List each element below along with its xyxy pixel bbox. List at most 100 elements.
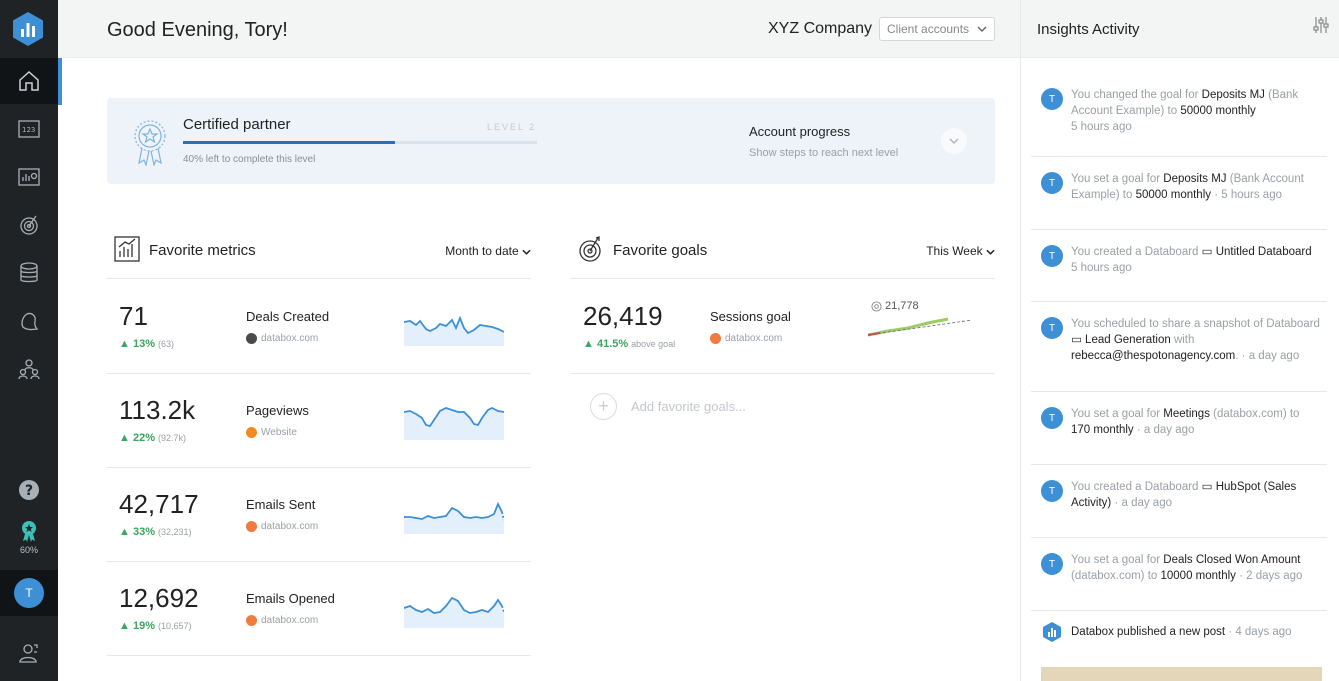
databoard-icon bbox=[18, 168, 40, 186]
sparkline bbox=[404, 315, 504, 346]
activity-text: You set a goal for Meetings (databox.com… bbox=[1071, 408, 1300, 436]
sparkline bbox=[404, 596, 504, 628]
metrics-date-filter[interactable]: Month to date bbox=[445, 244, 531, 258]
partner-progress-fill bbox=[183, 141, 396, 144]
activity-item[interactable]: T You set a goal for Deals Closed Won Amo… bbox=[1031, 538, 1327, 611]
sidebar-item-data-sources[interactable] bbox=[0, 250, 58, 296]
client-accounts-label: Client accounts bbox=[887, 22, 970, 36]
insights-header: Insights Activity bbox=[1021, 0, 1339, 58]
level-label: LEVEL 2 bbox=[487, 122, 537, 132]
plus-icon: + bbox=[590, 393, 617, 420]
activity-item[interactable]: T You created a Databoard ▭ HubSpot (Sale… bbox=[1031, 465, 1327, 538]
avatar: T bbox=[1041, 245, 1063, 267]
goal-delta: ▲ 41.5% above goal bbox=[583, 338, 676, 350]
metric-value: 42,717 bbox=[119, 489, 199, 519]
activity-item[interactable]: T You scheduled to share a snapshot of Da… bbox=[1031, 302, 1327, 392]
sidebar-item-goals[interactable] bbox=[0, 202, 58, 248]
metric-row[interactable]: 42,717 ▲ 33% (32,231) Emails Sent databox… bbox=[107, 468, 531, 562]
sidebar-item-metrics[interactable]: 123 bbox=[0, 106, 58, 152]
metric-row[interactable]: 12,692 ▲ 19% (10,657) Emails Opened datab… bbox=[107, 562, 531, 656]
svg-text:123: 123 bbox=[22, 126, 35, 134]
goal-row[interactable]: 26,419 ▲ 41.5% above goal Sessions goal d… bbox=[571, 280, 995, 374]
metric-row[interactable]: 71 ▲ 13% (63) Deals Created databox.com bbox=[107, 280, 531, 374]
databox-source-icon bbox=[246, 333, 257, 344]
post-preview-image[interactable] bbox=[1041, 667, 1322, 681]
metric-delta: ▲ 19% (10,657) bbox=[119, 620, 192, 632]
goals-date-filter[interactable]: This Week bbox=[926, 244, 995, 258]
sidebar-item-profile[interactable]: T bbox=[0, 570, 58, 616]
client-accounts-select[interactable]: Client accounts bbox=[879, 17, 995, 41]
activity-text: You created a Databoard ▭ Untitled Datab… bbox=[1071, 246, 1312, 274]
activity-text: Databox published a new post · 4 days ag… bbox=[1071, 626, 1292, 638]
activity-text: You scheduled to share a snapshot of Dat… bbox=[1071, 318, 1320, 362]
favorite-goals-header: Favorite goals This Week bbox=[571, 235, 995, 279]
databox-logo[interactable] bbox=[11, 11, 45, 47]
sidebar-item-partner-badge[interactable] bbox=[0, 508, 58, 554]
metric-value: 71 bbox=[119, 301, 148, 331]
filter-settings-icon[interactable] bbox=[1313, 16, 1329, 34]
award-badge-icon bbox=[22, 521, 36, 542]
activity-item[interactable]: Databox published a new post · 4 days ag… bbox=[1031, 611, 1327, 667]
sidebar: 123 ? 60% T bbox=[0, 0, 58, 681]
bell-icon bbox=[21, 312, 39, 331]
partner-progress-bar bbox=[183, 141, 537, 144]
avatar: T bbox=[1041, 553, 1063, 575]
metric-value: 113.2k bbox=[119, 395, 196, 425]
sidebar-item-help[interactable]: ? bbox=[0, 467, 58, 513]
ribbon-award-icon bbox=[134, 120, 166, 166]
metric-row[interactable]: 113.2k ▲ 22% (92.7k) Pageviews Website bbox=[107, 374, 531, 468]
svg-text:?: ? bbox=[25, 483, 33, 499]
metric-value: 12,692 bbox=[119, 583, 199, 613]
chevron-down-icon bbox=[522, 249, 531, 255]
activity-time: 4 days ago bbox=[1235, 626, 1292, 638]
activity-item[interactable]: T You set a goal for Meetings (databox.co… bbox=[1031, 392, 1327, 465]
switch-account-icon bbox=[19, 644, 38, 663]
account-progress-link[interactable]: Show steps to reach next level bbox=[749, 147, 899, 159]
page-title: Good Evening, Tory! bbox=[107, 19, 288, 41]
activity-time: 2 days ago bbox=[1246, 570, 1303, 582]
metrics-chart-icon bbox=[114, 236, 140, 262]
chevron-down-icon bbox=[986, 249, 995, 255]
activity-item[interactable]: T You changed the goal for Deposits MJ (B… bbox=[1031, 73, 1327, 157]
sidebar-item-users[interactable] bbox=[0, 346, 58, 392]
sidebar-item-databoards[interactable] bbox=[0, 154, 58, 200]
target-icon bbox=[579, 236, 601, 262]
activity-item[interactable]: T You created a Databoard ▭ Untitled Data… bbox=[1031, 230, 1327, 302]
sparkline bbox=[404, 501, 504, 534]
hubspot-source-icon bbox=[710, 333, 721, 344]
activity-time: 5 hours ago bbox=[1221, 189, 1282, 201]
main-content: Good Evening, Tory! XYZ Company Client a… bbox=[58, 0, 1020, 681]
account-progress-title: Account progress bbox=[749, 124, 851, 139]
badge-percent: 60% bbox=[19, 545, 38, 555]
help-icon: ? bbox=[19, 480, 39, 500]
activity-time: 5 hours ago bbox=[1071, 121, 1132, 133]
activity-text: You set a goal for Deposits MJ (Bank Acc… bbox=[1071, 173, 1304, 201]
activity-time: 5 hours ago bbox=[1071, 262, 1132, 274]
sparkline bbox=[404, 406, 504, 440]
partner-progress-card: Certified partner LEVEL 2 40% left to co… bbox=[107, 98, 995, 184]
team-icon bbox=[18, 359, 40, 380]
database-icon bbox=[20, 262, 38, 283]
sidebar-item-alerts[interactable] bbox=[0, 298, 58, 344]
activity-item[interactable]: T You set a goal for Deposits MJ (Bank Ac… bbox=[1031, 157, 1327, 230]
expand-button[interactable] bbox=[941, 128, 967, 154]
activity-text: You set a goal for Deals Closed Won Amou… bbox=[1071, 554, 1303, 582]
hubspot-source-icon bbox=[246, 521, 257, 532]
home-icon bbox=[19, 70, 39, 91]
target-icon bbox=[20, 215, 38, 235]
numbers-icon: 123 bbox=[18, 120, 40, 138]
metric-delta: ▲ 13% (63) bbox=[119, 338, 174, 350]
metric-name: Emails Opened bbox=[246, 591, 335, 606]
chevron-down-icon bbox=[949, 138, 959, 144]
avatar: T bbox=[1041, 480, 1063, 502]
avatar: T bbox=[1041, 407, 1063, 429]
avatar: T bbox=[1041, 317, 1063, 339]
target-small-icon bbox=[871, 300, 882, 312]
add-favorite-goals-button[interactable]: + Add favorite goals... bbox=[590, 393, 746, 420]
top-bar: Good Evening, Tory! XYZ Company Client a… bbox=[58, 0, 1020, 58]
sidebar-item-accounts[interactable] bbox=[0, 630, 58, 676]
databox-logo-icon bbox=[1041, 621, 1063, 643]
sidebar-item-home[interactable] bbox=[0, 58, 58, 104]
metric-source: databox.com bbox=[246, 333, 318, 344]
metric-name: Deals Created bbox=[246, 309, 330, 324]
